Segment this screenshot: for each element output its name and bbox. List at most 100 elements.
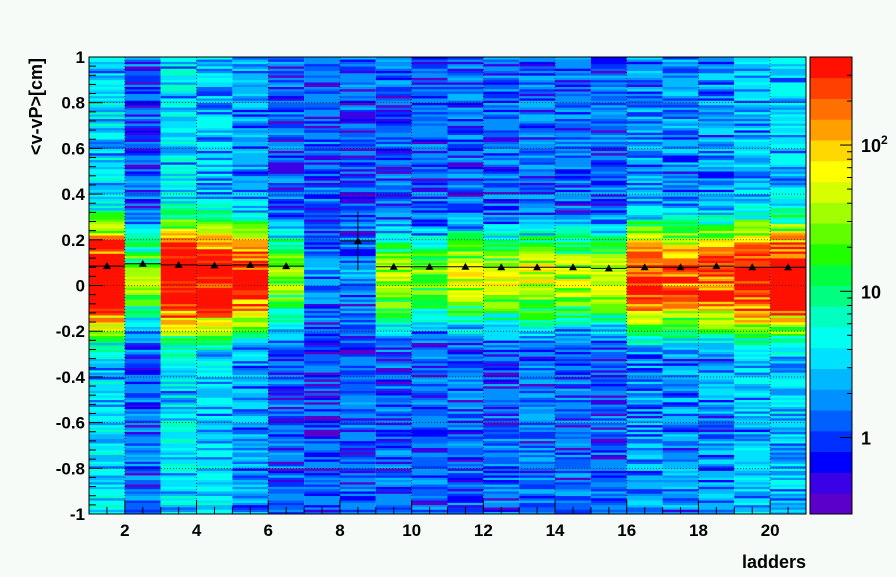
heatmap-cell [626,356,663,359]
heatmap-cell [734,488,771,492]
heatmap-cell [375,351,412,355]
heatmap-cell [411,283,448,286]
heatmap-cell [483,239,520,243]
heatmap-cell [232,486,269,490]
heatmap-cell [590,280,627,284]
heatmap-cell [770,114,806,117]
heatmap-cell [268,166,305,170]
heatmap-cell [339,175,376,179]
heatmap-cell [734,104,771,108]
heatmap-cell [662,205,699,209]
heatmap-cell [339,203,376,206]
heatmap-cell [268,104,305,108]
heatmap-cell [160,285,197,289]
heatmap-cell [268,415,305,419]
heatmap-cell [196,404,233,407]
heatmap-cell [734,116,771,119]
x-tick-label: 14 [546,521,565,540]
heatmap-cell [124,180,161,183]
heatmap-cell [268,139,305,142]
heatmap-cell [196,463,233,467]
heatmap-cell [160,180,197,183]
heatmap-cell [304,134,340,138]
heatmap-cell [375,477,412,481]
heatmap-cell [268,118,305,122]
heatmap-cell [304,443,340,446]
heatmap-cell [196,221,233,225]
heatmap-cell [339,491,376,494]
y-tick-label: 0.8 [61,94,85,113]
heatmap-cell [124,269,161,273]
heatmap-cell [160,118,197,122]
heatmap-cell [662,134,699,138]
heatmap-cell [268,143,305,147]
heatmap-cell [698,159,735,163]
heatmap-cell [89,159,125,163]
heatmap-cell [734,351,771,355]
heatmap-cell [483,438,520,442]
heatmap-cell [304,68,340,71]
heatmap-cell [124,150,161,154]
heatmap-cell [160,349,197,353]
heatmap-cell [232,406,269,410]
heatmap-cell [196,239,233,243]
heatmap-cell [626,436,663,439]
heatmap-cell [339,269,376,273]
heatmap-cell [590,443,627,446]
profile-point [712,262,721,270]
heatmap-cell [304,182,340,186]
heatmap-cell [555,75,591,78]
heatmap-cell [160,447,197,451]
heatmap-cell [411,415,448,419]
heatmap-cell [662,354,699,357]
heatmap-cell [626,420,663,423]
heatmap-cell [232,255,269,259]
heatmap-cell [770,269,806,273]
heatmap-cell [304,136,340,140]
heatmap-cell [124,397,161,401]
heatmap-cell [626,280,663,284]
heatmap-cell [375,447,412,451]
heatmap-cell [555,189,591,193]
heatmap-cell [555,447,591,451]
heatmap-cell [519,408,556,412]
heatmap-cell [555,411,591,414]
heatmap-cell [268,488,305,492]
heatmap-cell [124,306,161,309]
heatmap-cell [770,331,806,334]
heatmap-cell [339,386,376,389]
heatmap-cell [662,408,699,412]
heatmap-cell [698,312,735,316]
heatmap-cell [411,280,448,284]
heatmap-cell [124,98,161,101]
heatmap-cell [304,102,340,106]
heatmap-cell [304,374,340,378]
heatmap-cell [447,456,484,460]
heatmap-cell [555,424,591,428]
heatmap-cell [698,354,735,357]
heatmap-cell [698,322,735,325]
heatmap-cell [770,86,806,90]
heatmap-cell [375,406,412,410]
heatmap-cell [411,196,448,199]
heatmap-cell [770,310,806,314]
heatmap-cell [590,191,627,195]
heatmap-cell [483,397,520,401]
heatmap-cell [734,102,771,106]
heatmap-cell [590,461,627,465]
colorbar-segment [810,77,852,99]
heatmap-cell [375,333,412,337]
heatmap-cell [375,141,412,145]
heatmap-cell [626,358,663,362]
heatmap-cell [626,79,663,83]
heatmap-cell [375,111,412,115]
heatmap-cell [268,504,305,508]
heatmap-cell [339,477,376,481]
heatmap-cell [411,194,448,197]
heatmap-cell [160,150,197,154]
heatmap-cell [447,189,484,193]
heatmap-cell [734,431,771,435]
heatmap-cell [519,363,556,366]
heatmap-cell [339,152,376,156]
